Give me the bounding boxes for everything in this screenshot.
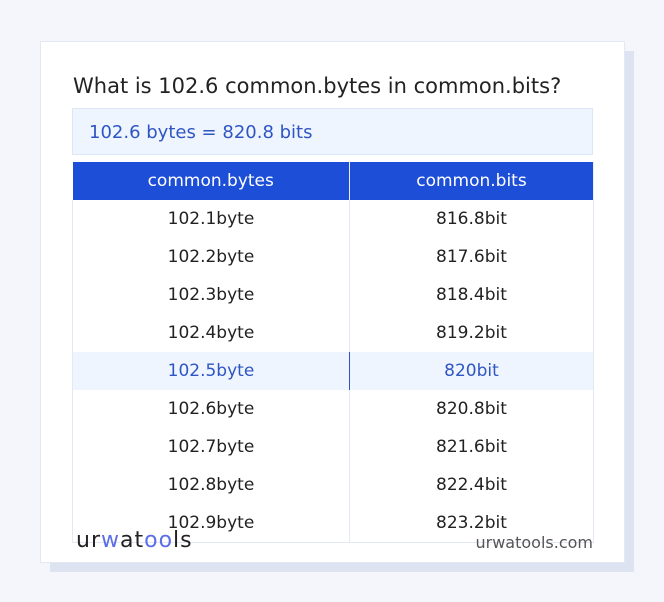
table-row: 102.4byte 819.2bit (72, 314, 595, 352)
table-cell: 818.4bit (348, 276, 595, 314)
table-cell: 819.2bit (348, 314, 595, 352)
table-row: 102.3byte 818.4bit (72, 276, 595, 314)
urwatools-logo: urwatools (76, 528, 193, 553)
table-cell: 102.2byte (72, 238, 350, 276)
table-cell: 820bit (348, 352, 595, 390)
table-cell: 821.6bit (348, 428, 595, 466)
table-row: 102.1byte 816.8bit (72, 200, 595, 238)
table-cell: 102.5byte (72, 352, 350, 390)
page-title: What is 102.6 common.bytes in common.bit… (73, 74, 562, 98)
column-header: common.bits (349, 162, 595, 200)
table-cell: 822.4bit (348, 466, 595, 504)
table-cell: 102.3byte (72, 276, 350, 314)
table-cell: 823.2bit (348, 504, 595, 543)
table-row: 102.5byte 820bit (72, 352, 595, 390)
table-cell: 816.8bit (348, 200, 595, 238)
converter-card: What is 102.6 common.bytes in common.bit… (40, 41, 625, 563)
table-row: 102.9byte 823.2bit (72, 504, 595, 543)
table-cell: 102.9byte (72, 504, 350, 543)
result-box: 102.6 bytes = 820.8 bits (72, 108, 593, 155)
table-cell: 102.4byte (72, 314, 350, 352)
table-row: 102.6byte 820.8bit (72, 390, 595, 428)
table-row: 102.2byte 817.6bit (72, 238, 595, 276)
table-cell: 817.6bit (348, 238, 595, 276)
table-row: 102.7byte 821.6bit (72, 428, 595, 466)
table-cell: 102.1byte (72, 200, 350, 238)
site-url: urwatools.com (475, 533, 594, 552)
table-cell: 102.7byte (72, 428, 350, 466)
column-header: common.bytes (72, 162, 350, 200)
table-cell: 102.8byte (72, 466, 350, 504)
conversion-table: common.bytes common.bits 102.1byte 816.8b… (72, 162, 595, 543)
table-row: 102.8byte 822.4bit (72, 466, 595, 504)
table-cell: 820.8bit (348, 390, 595, 428)
table-cell: 102.6byte (72, 390, 350, 428)
